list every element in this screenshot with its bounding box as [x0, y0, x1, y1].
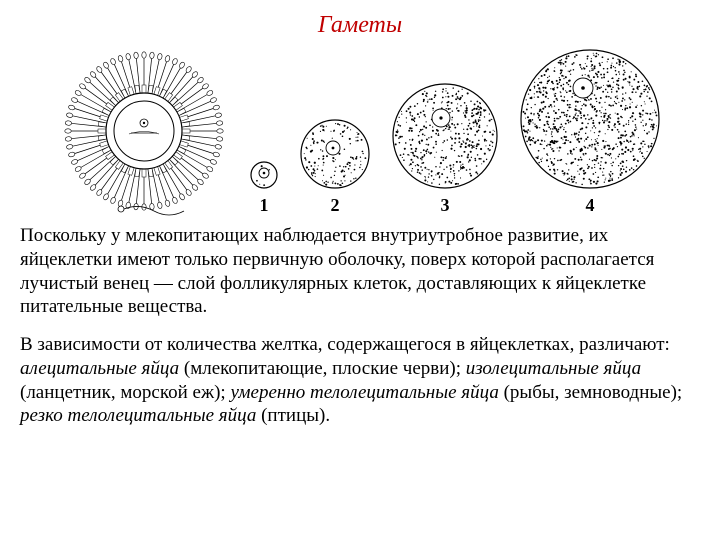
- cell-3-svg: [391, 82, 499, 190]
- cell-4: 4: [519, 48, 661, 217]
- page-title: Гаметы: [20, 10, 700, 40]
- paragraph-2: В зависимости от количества желтка, соде…: [20, 333, 700, 428]
- cell-4-label: 4: [586, 194, 595, 217]
- p2-term-3: умеренно телолецитальные яйца: [230, 382, 498, 403]
- p2-term-1: алецитальные яйца: [20, 358, 179, 379]
- paragraph-1: Поскольку у млекопитающих наблюдается вн…: [20, 224, 700, 319]
- cell-1-label: 1: [260, 194, 269, 217]
- cell-2-svg: [299, 118, 371, 190]
- cell-3-label: 3: [441, 194, 450, 217]
- p2-s2: (ланцетник, морской еж);: [20, 382, 230, 403]
- gametes-figure: 1 2 3 4: [20, 46, 700, 216]
- cell-2-label: 2: [331, 194, 340, 217]
- p2-s3: (рыбы, земноводные);: [499, 382, 682, 403]
- cell-1-svg: [249, 160, 279, 190]
- p2-s4: (птицы).: [256, 405, 330, 426]
- cell-4-svg: [519, 48, 661, 190]
- p2-term-4: резко телолецитальные яйца: [20, 405, 256, 426]
- corona-cell-svg: [59, 51, 229, 216]
- cell-3: 3: [391, 82, 499, 217]
- cell-2: 2: [299, 118, 371, 217]
- p2-term-2: изолецитальные яйца: [466, 358, 641, 379]
- corona-cell: [59, 51, 229, 216]
- cell-1: 1: [249, 160, 279, 217]
- p2-s1: (млекопитающие, плоские черви);: [179, 358, 466, 379]
- p2-prefix: В зависимости от количества желтка, соде…: [20, 334, 670, 355]
